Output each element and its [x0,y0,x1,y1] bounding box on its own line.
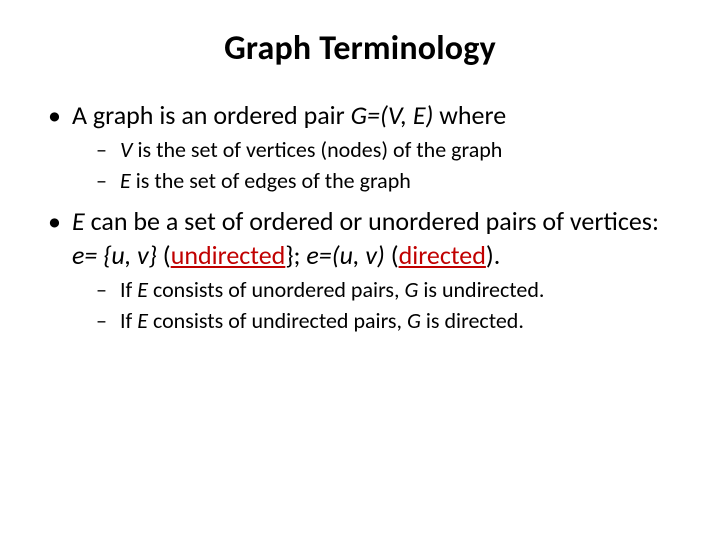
italic-text: E [120,167,131,194]
sub-item: V is the set of vertices (nodes) of the … [94,136,680,165]
italic-text: E [137,307,148,334]
italic-text: e= {u, v} [72,239,157,271]
italic-text: G=(V, E) [351,99,434,131]
text: If [120,307,137,334]
italic-text: V [120,136,132,163]
text: ). [486,239,500,271]
red-underline-text: undirected [171,239,286,271]
italic-text: E [72,205,85,237]
text: }; [285,239,306,271]
text: where [433,99,506,131]
bullet-item-1: A graph is an ordered pair G=(V, E) wher… [44,99,680,195]
text: ( [385,239,399,271]
sub-item: If E consists of unordered pairs, G is u… [94,276,680,305]
italic-text: G [404,276,418,303]
italic-text: E [137,276,148,303]
bullet-list: A graph is an ordered pair G=(V, E) wher… [44,99,680,335]
slide-title: Graph Terminology [40,28,680,69]
text: is directed. [421,307,524,334]
italic-text: G [407,307,421,334]
sub-list: If E consists of unordered pairs, G is u… [94,276,680,335]
text: is the set of edges of the graph [131,167,411,194]
slide: Graph Terminology A graph is an ordered … [0,0,720,540]
italic-text: e=(u, v) [306,239,384,271]
text: A graph is an ordered pair [72,99,351,131]
bullet-item-2: E can be a set of ordered or unordered p… [44,205,680,335]
sub-item: E is the set of edges of the graph [94,167,680,196]
text: If [120,276,137,303]
text: consists of undirected pairs, [148,307,407,334]
sub-item: If E consists of undirected pairs, G is … [94,307,680,336]
text: is undirected. [418,276,544,303]
text: consists of unordered pairs, [148,276,404,303]
red-underline-text: directed [399,239,486,271]
text: ( [157,239,171,271]
text: can be a set of ordered or unordered pai… [85,205,659,237]
sub-list: V is the set of vertices (nodes) of the … [94,136,680,195]
text: is the set of vertices (nodes) of the gr… [132,136,502,163]
